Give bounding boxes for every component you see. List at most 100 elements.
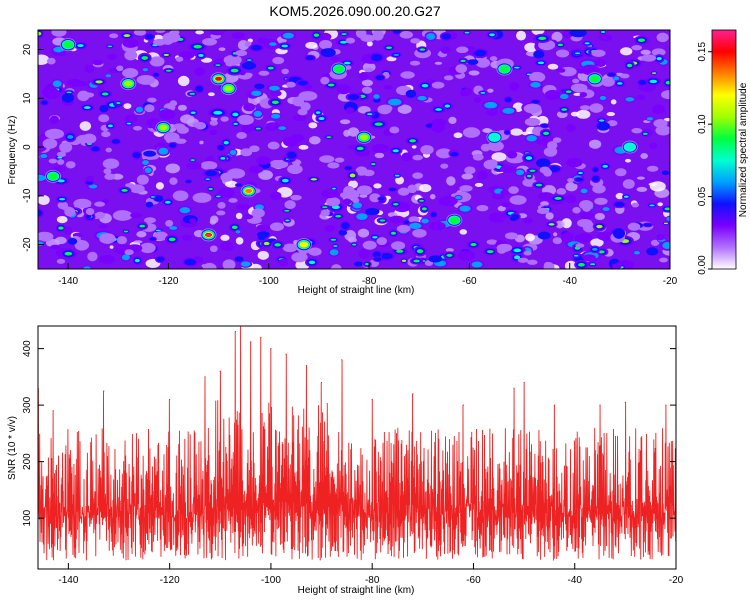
spectrogram-cell [218,187,235,198]
spectrogram-cell [144,167,152,173]
spectrogram-cell [109,245,114,249]
spectrogram-cell [641,54,657,62]
spectrogram-cell [649,142,658,150]
spectrogram-cell [177,104,187,111]
spectrogram-cell [169,177,178,185]
spectrogram-cell [331,264,342,269]
colorbar-tick-label: 0.10 [697,114,708,134]
spectrogram-cell [105,147,112,153]
spectrogram-cell [455,195,462,200]
spectrogram-cell [165,200,171,204]
spectrogram-cell [456,46,469,54]
spectrogram-cell [175,138,187,144]
spectrogram-cell [544,89,561,101]
spectrogram-cell [569,30,587,38]
spectrogram-cell [133,30,147,36]
spectrogram-cell [548,223,555,226]
spectrogram-cell [627,222,641,231]
spectrogram-cell [50,244,61,250]
spectrogram-cell [235,203,250,211]
spectrogram-cell [650,239,660,246]
spectrogram-cell [386,56,397,62]
snr-peak [341,359,343,361]
spectrogram-cell [270,90,282,97]
spectrogram-cell [286,81,296,88]
spectrogram-cell [297,80,308,86]
spectrogram-cell [560,231,574,243]
spectrogram-cell [552,137,562,143]
spectrogram-cell [193,44,202,49]
spectrogram-cell [105,74,112,78]
spectrogram-cell [237,114,254,126]
spectrogram-cell [208,187,213,191]
spectrogram-cell [617,82,623,85]
spectrogram-cell [223,140,229,145]
spectrogram-cell [48,158,58,164]
snr-peak [219,370,221,372]
spectrogram-cell [282,32,295,39]
spectrogram-cell [524,42,538,53]
spectrogram-cell [132,152,141,159]
spectrogram-cell [445,248,454,253]
spectrogram-cell [107,124,113,128]
spectrogram-cell [195,85,204,93]
spectrogram-cell [322,206,328,209]
spectrogram-cell [370,53,383,62]
spectrogram-cell [341,222,350,230]
spectrogram-cell [98,255,116,264]
spectrogram-cell [450,152,459,157]
spectrogram-cell [101,92,109,96]
spectrogram-cell [84,64,95,74]
spectrogram-cell [522,218,533,224]
spectrogram-cell [465,45,476,54]
spectrogram-cell [228,198,238,203]
spectrogram-cell [552,237,563,245]
spectrogram-cell [430,212,437,217]
spectrogram-cell [409,139,416,143]
spectrogram-cell [327,162,340,169]
spectrogram-cell [579,92,588,98]
spectrogram-hotspot [215,77,222,80]
spectrogram-cell [180,114,195,124]
spectrogram-cell [356,146,364,151]
spectrogram-cell [596,121,610,131]
spectrogram-cell [52,80,62,88]
spectrogram-cell [85,214,91,219]
spectrogram-ytick-label: 10 [22,92,33,104]
spectrogram-cell [151,56,162,62]
spectrogram-cell [459,205,471,212]
spectrogram-cell [92,59,104,66]
spectrogram-cell [229,150,237,156]
snr-peak [305,364,307,367]
spectrogram-cell [79,121,92,131]
snr-peak [169,398,171,401]
spectrogram-cell [367,113,373,116]
spectrogram-cell [622,179,635,189]
spectrogram-cell [290,194,302,201]
spectrogram-cell [486,239,498,245]
spectrogram-cell [489,56,498,62]
spectrogram-xtick-label: -100 [259,276,279,287]
spectrogram-cell [491,152,507,162]
spectrogram-cell [94,211,106,219]
spectrogram-cell [38,209,43,217]
spectrogram-cell [65,161,76,169]
spectrogram-cell [190,111,196,114]
spectrogram-cell [141,56,148,60]
spectrogram-cell [594,59,607,67]
spectrogram-cell [107,53,117,60]
spectrogram-cell [565,194,576,204]
spectrogram-cell [509,81,520,91]
spectrogram-cell [123,103,132,109]
spectrogram-cell [282,243,298,253]
spectrogram-cell [657,202,663,207]
spectrogram-cell [133,125,143,131]
spectrogram-cell [566,123,576,133]
spectrogram-cell [501,202,510,208]
spectrogram-cell [319,155,335,163]
spectrogram-cell [409,60,421,66]
spectrogram-cell [253,110,263,117]
spectrogram-cell [318,116,325,121]
spectrogram-cell [535,183,543,187]
spectrogram-cell [124,114,138,123]
